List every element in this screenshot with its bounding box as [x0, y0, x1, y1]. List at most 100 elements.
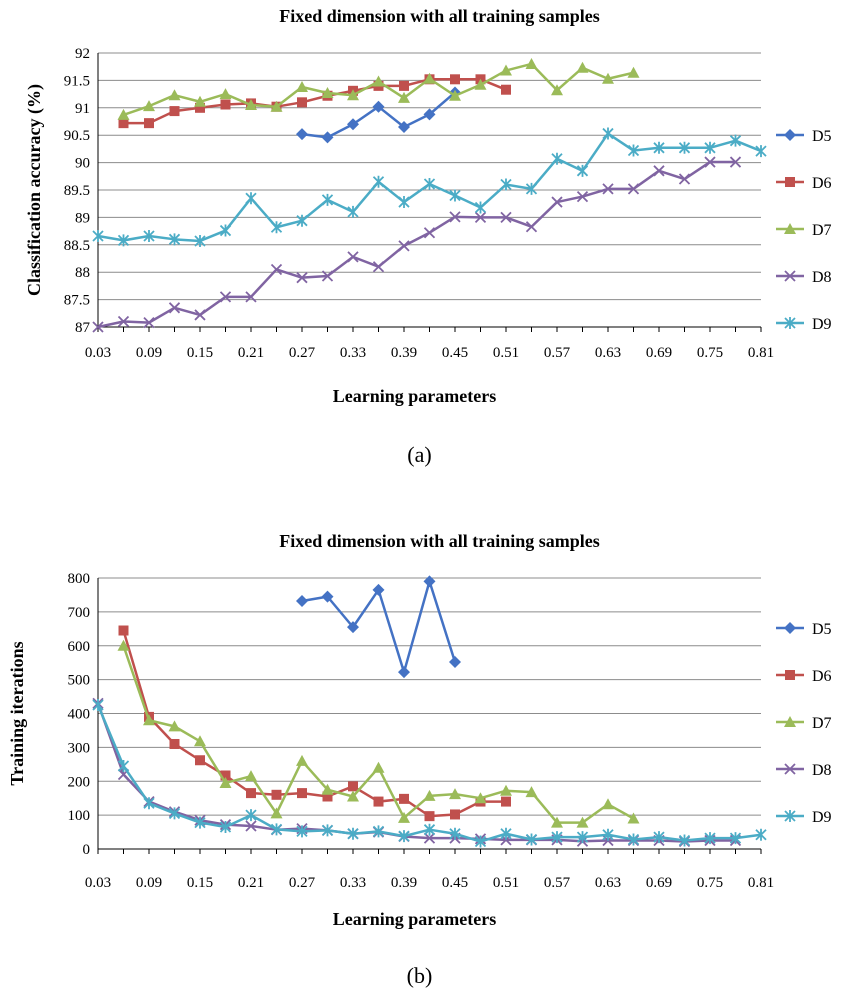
- legend-marker: [785, 177, 795, 187]
- legend-label: D8: [812, 762, 832, 779]
- data-point: [220, 770, 231, 781]
- data-point: [194, 816, 206, 829]
- data-point: [92, 230, 104, 243]
- x-tick-label: 0.33: [340, 345, 366, 361]
- data-point: [755, 828, 767, 841]
- series-line: [122, 645, 635, 824]
- data-point: [398, 91, 410, 103]
- series-line: [122, 630, 506, 818]
- series-d8: [92, 156, 742, 333]
- x-tick-label: 0.45: [442, 875, 468, 891]
- legend-label: D5: [812, 621, 832, 638]
- data-point: [398, 240, 410, 252]
- data-point: [322, 791, 333, 802]
- data-point: [627, 833, 640, 846]
- data-point: [347, 790, 359, 802]
- y-tick-label: 0: [83, 842, 91, 858]
- y-tick-label: 89: [75, 210, 90, 226]
- legend-label: D9: [812, 809, 832, 826]
- data-point: [551, 196, 563, 208]
- data-point: [348, 781, 358, 792]
- data-point: [423, 177, 436, 190]
- data-point: [501, 84, 511, 95]
- data-point: [168, 89, 181, 101]
- x-tick-label: 0.51: [493, 345, 519, 361]
- data-point: [653, 165, 665, 177]
- data-point: [653, 831, 665, 844]
- data-point: [372, 261, 385, 273]
- data-point: [321, 87, 334, 99]
- x-tick-label: 0.03: [85, 345, 111, 361]
- data-point: [576, 816, 589, 828]
- data-point: [372, 761, 385, 773]
- legend-label: D7: [812, 222, 832, 239]
- data-point: [220, 99, 231, 110]
- data-point: [423, 227, 436, 239]
- data-point: [627, 812, 640, 824]
- data-point: [398, 666, 410, 679]
- data-point: [398, 120, 410, 133]
- data-point: [551, 152, 563, 165]
- data-point: [245, 770, 257, 782]
- data-point: [576, 190, 589, 203]
- x-tick-label: 0.15: [187, 875, 213, 891]
- data-point: [678, 173, 691, 185]
- y-tick-label: 500: [68, 673, 91, 689]
- series-d5: [296, 575, 461, 679]
- data-point: [168, 302, 181, 314]
- chart-b-iterations: Fixed dimension with all training sample…: [7, 531, 832, 988]
- legend-item-d5: D5: [776, 128, 832, 145]
- data-point: [219, 820, 232, 833]
- x-tick-label: 0.57: [544, 875, 571, 891]
- chart-a-accuracy: Fixed dimension with all training sample…: [24, 6, 832, 467]
- x-tick-label: 0.39: [391, 345, 417, 361]
- y-tick-label: 90.5: [64, 128, 90, 144]
- data-point: [500, 211, 512, 224]
- data-point: [168, 807, 181, 820]
- series-line: [96, 702, 736, 843]
- series-line: [123, 78, 507, 125]
- data-point: [92, 321, 104, 333]
- data-point: [500, 178, 512, 191]
- data-point: [321, 131, 334, 144]
- data-point: [143, 316, 155, 329]
- data-point: [500, 784, 512, 796]
- data-point: [449, 788, 461, 800]
- legend-item-d7: D7: [776, 222, 832, 239]
- data-point: [117, 234, 130, 247]
- legend-label: D9: [812, 316, 832, 333]
- data-point: [321, 193, 334, 206]
- x-tick-label: 0.39: [391, 875, 417, 891]
- series-d6: [118, 74, 511, 129]
- data-point: [423, 72, 436, 84]
- data-point: [321, 824, 334, 837]
- x-tick-label: 0.69: [646, 875, 672, 891]
- data-point: [704, 156, 716, 168]
- data-point: [168, 233, 181, 246]
- data-point: [551, 816, 563, 828]
- data-point: [602, 183, 614, 195]
- data-point: [195, 755, 205, 766]
- data-point: [168, 720, 181, 732]
- data-point: [194, 95, 206, 107]
- chart-caption: (b): [407, 963, 433, 988]
- data-point: [627, 66, 640, 78]
- data-point: [423, 832, 436, 844]
- series-d7: [117, 639, 640, 828]
- data-point: [245, 99, 257, 111]
- x-tick-label: 0.81: [748, 875, 774, 891]
- data-point: [449, 656, 461, 669]
- legend-item-d9: D9: [776, 809, 832, 826]
- data-point: [169, 738, 180, 749]
- series-d9: [92, 699, 767, 848]
- chart-title: Fixed dimension with all training sample…: [279, 531, 600, 551]
- data-point: [270, 221, 283, 234]
- legend-item-d6: D6: [776, 668, 832, 685]
- data-point: [347, 251, 359, 263]
- data-point: [143, 797, 155, 810]
- legend-marker: [785, 670, 795, 680]
- y-tick-label: 88: [75, 265, 90, 281]
- data-point: [551, 84, 563, 96]
- data-point: [449, 211, 461, 223]
- data-point: [118, 625, 129, 636]
